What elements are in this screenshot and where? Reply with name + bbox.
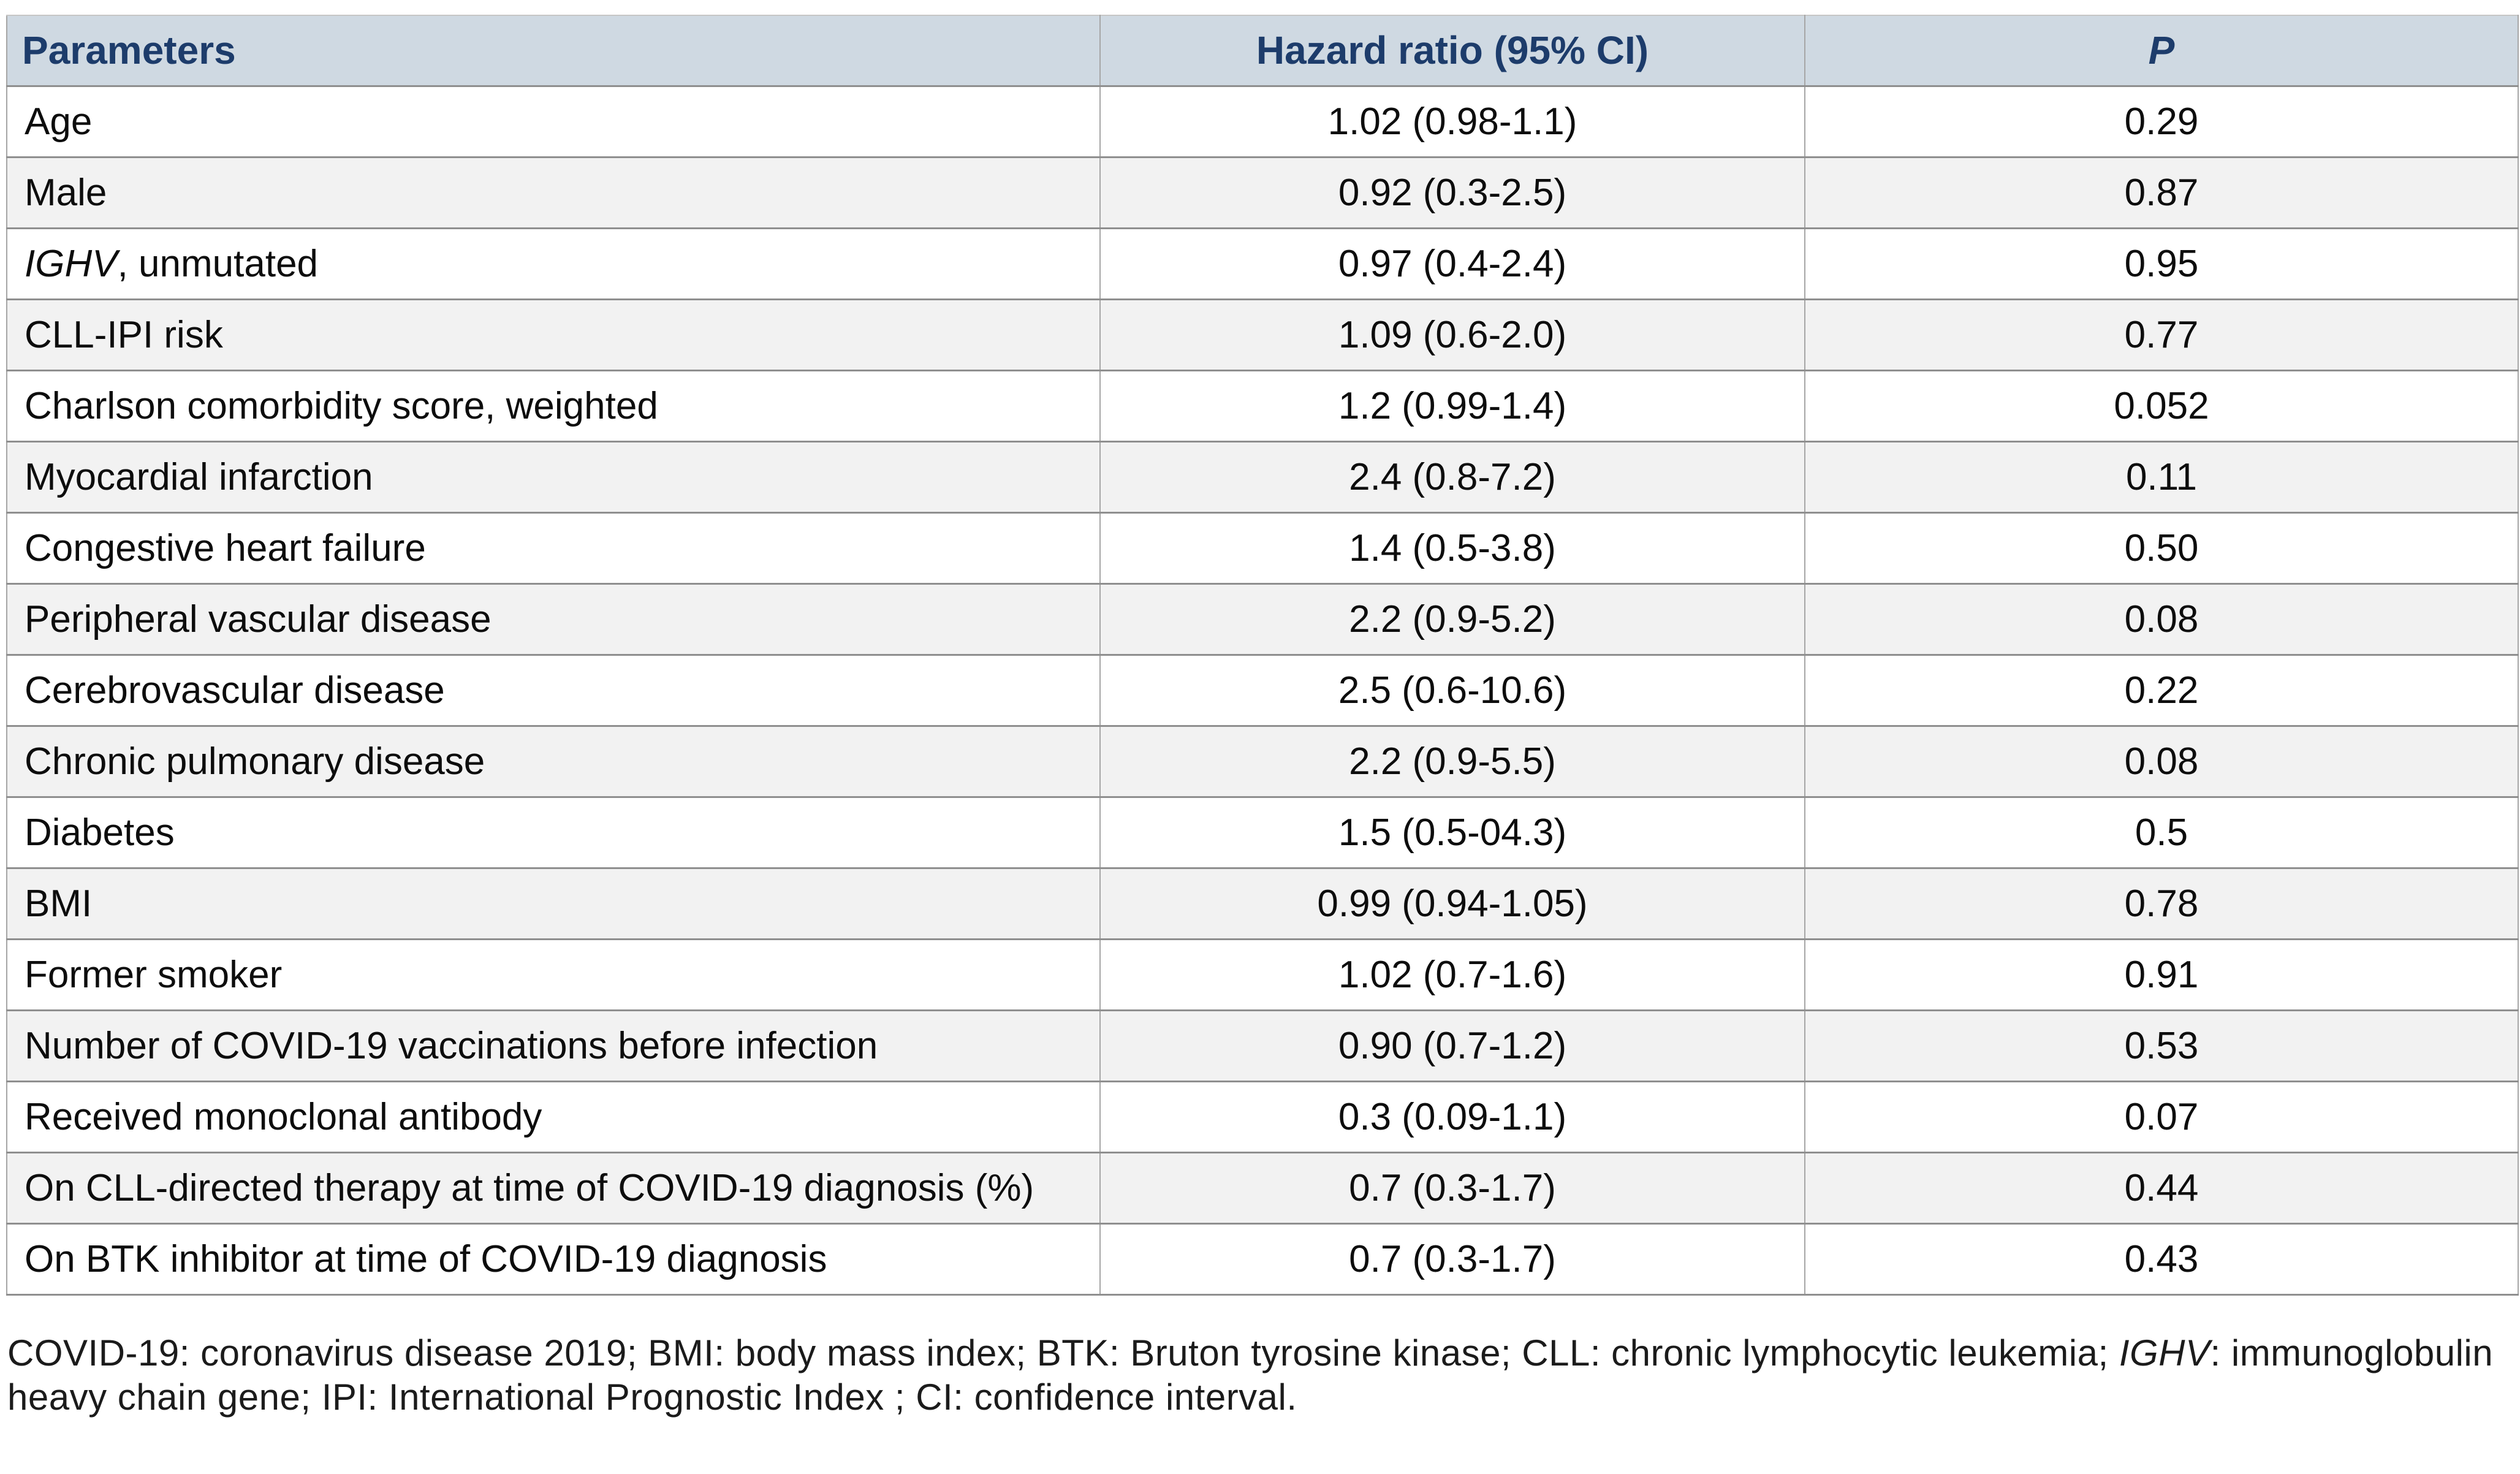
- p-value-cell: 0.29: [1805, 86, 2518, 158]
- parameter-cell: Chronic pulmonary disease: [7, 726, 1101, 798]
- hazard-ratio-cell: 2.2 (0.9-5.2): [1100, 583, 1805, 656]
- p-value-cell: 0.44: [1805, 1152, 2518, 1225]
- table-row: CLL-IPI risk 1.09 (0.6-2.0) 0.77: [7, 299, 2518, 371]
- hazard-ratio-cell: 1.09 (0.6-2.0): [1100, 299, 1805, 371]
- table-row: Diabetes 1.5 (0.5-04.3) 0.5: [7, 797, 2518, 869]
- parameter-label: Number of COVID-19 vaccinations before i…: [25, 1024, 878, 1067]
- parameter-label: Received monoclonal antibody: [25, 1095, 542, 1138]
- parameter-label: , unmutated: [117, 242, 319, 285]
- parameter-cell: Number of COVID-19 vaccinations before i…: [7, 1010, 1101, 1082]
- table-row: Number of COVID-19 vaccinations before i…: [7, 1010, 2518, 1082]
- p-value-cell: 0.78: [1805, 868, 2518, 940]
- parameter-label: Male: [25, 171, 107, 214]
- hazard-ratio-cell: 0.90 (0.7-1.2): [1100, 1010, 1805, 1082]
- parameter-cell: Received monoclonal antibody: [7, 1081, 1101, 1153]
- parameter-label: Peripheral vascular disease: [25, 598, 491, 640]
- hazard-ratio-cell: 1.4 (0.5-3.8): [1100, 512, 1805, 585]
- hazard-ratio-cell: 2.2 (0.9-5.5): [1100, 726, 1805, 798]
- parameter-cell: Peripheral vascular disease: [7, 583, 1101, 656]
- p-value-cell: 0.22: [1805, 655, 2518, 727]
- hazard-ratio-cell: 0.92 (0.3-2.5): [1100, 157, 1805, 229]
- parameter-label: Charlson comorbidity score, weighted: [25, 384, 658, 427]
- p-value-cell: 0.43: [1805, 1223, 2518, 1296]
- parameter-cell: CLL-IPI risk: [7, 299, 1101, 371]
- parameter-label: Congestive heart failure: [25, 526, 426, 569]
- gene-name-italic: IGHV: [25, 242, 118, 285]
- table-row: Charlson comorbidity score, weighted 1.2 …: [7, 370, 2518, 443]
- table-row: BMI 0.99 (0.94-1.05) 0.78: [7, 868, 2518, 940]
- parameter-cell: Congestive heart failure: [7, 512, 1101, 585]
- hazard-ratio-cell: 2.5 (0.6-10.6): [1100, 655, 1805, 727]
- parameter-cell: Myocardial infarction: [7, 441, 1101, 514]
- p-value-cell: 0.91: [1805, 939, 2518, 1011]
- p-value-cell: 0.08: [1805, 726, 2518, 798]
- p-value-cell: 0.08: [1805, 583, 2518, 656]
- footnote-text-part1: COVID-19: coronavirus disease 2019; BMI:…: [7, 1332, 2119, 1373]
- table-row: Chronic pulmonary disease 2.2 (0.9-5.5) 0.…: [7, 726, 2518, 798]
- table-row: Congestive heart failure 1.4 (0.5-3.8) 0.5…: [7, 512, 2518, 585]
- hazard-ratio-cell: 0.7 (0.3-1.7): [1100, 1152, 1805, 1225]
- parameter-cell: IGHV, unmutated: [7, 228, 1101, 300]
- parameter-label: On BTK inhibitor at time of COVID-19 dia…: [25, 1237, 827, 1280]
- table-row: Male 0.92 (0.3-2.5) 0.87: [7, 157, 2518, 229]
- hazard-ratio-cell: 1.02 (0.98-1.1): [1100, 86, 1805, 158]
- hazard-ratio-cell: 0.3 (0.09-1.1): [1100, 1081, 1805, 1153]
- table-row: Former smoker 1.02 (0.7-1.6) 0.91: [7, 939, 2518, 1011]
- p-value-cell: 0.07: [1805, 1081, 2518, 1153]
- table-row: Cerebrovascular disease 2.5 (0.6-10.6) 0.2…: [7, 655, 2518, 727]
- parameter-cell: Charlson comorbidity score, weighted: [7, 370, 1101, 443]
- p-value-cell: 0.53: [1805, 1010, 2518, 1082]
- p-value-cell: 0.11: [1805, 441, 2518, 514]
- column-header-parameters: Parameters: [7, 15, 1101, 87]
- parameter-label: Cerebrovascular disease: [25, 669, 445, 712]
- parameter-cell: Cerebrovascular disease: [7, 655, 1101, 727]
- p-value-cell: 0.5: [1805, 797, 2518, 869]
- hazard-ratio-cell: 1.5 (0.5-04.3): [1100, 797, 1805, 869]
- footnote-text-part2: : immunoglobulin heavy chain gene; IPI: …: [7, 1332, 2494, 1418]
- hazard-ratio-cell: 0.97 (0.4-2.4): [1100, 228, 1805, 300]
- header-row: Parameters Hazard ratio (95% CI) P: [7, 15, 2518, 87]
- parameter-cell: Age: [7, 86, 1101, 158]
- table-row: On BTK inhibitor at time of COVID-19 dia…: [7, 1223, 2518, 1296]
- p-value-cell: 0.77: [1805, 299, 2518, 371]
- parameter-label: Diabetes: [25, 811, 175, 854]
- parameter-label: Myocardial infarction: [25, 455, 373, 498]
- table-row: IGHV, unmutated 0.97 (0.4-2.4) 0.95: [7, 228, 2518, 300]
- hazard-ratio-cell: 0.7 (0.3-1.7): [1100, 1223, 1805, 1296]
- parameter-cell: Male: [7, 157, 1101, 229]
- table-row: Peripheral vascular disease 2.2 (0.9-5.2)…: [7, 583, 2518, 656]
- parameter-cell: On CLL-directed therapy at time of COVID…: [7, 1152, 1101, 1225]
- parameter-cell: BMI: [7, 868, 1101, 940]
- p-value-cell: 0.052: [1805, 370, 2518, 443]
- hazard-ratio-table: Parameters Hazard ratio (95% CI) P Age 1.…: [6, 15, 2519, 1296]
- column-header-hazard-ratio: Hazard ratio (95% CI): [1100, 15, 1805, 87]
- parameter-cell: On BTK inhibitor at time of COVID-19 dia…: [7, 1223, 1101, 1296]
- hazard-ratio-cell: 1.2 (0.99-1.4): [1100, 370, 1805, 443]
- p-value-cell: 0.87: [1805, 157, 2518, 229]
- parameter-label: Chronic pulmonary disease: [25, 740, 485, 783]
- table-row: Myocardial infarction 2.4 (0.8-7.2) 0.11: [7, 441, 2518, 514]
- p-value-cell: 0.95: [1805, 228, 2518, 300]
- parameter-label: BMI: [25, 882, 93, 925]
- p-value-cell: 0.50: [1805, 512, 2518, 585]
- table-row: Received monoclonal antibody 0.3 (0.09-1.…: [7, 1081, 2518, 1153]
- column-header-p-value: P: [1805, 15, 2518, 87]
- parameter-label: Age: [25, 100, 93, 143]
- abbreviations-footnote: COVID-19: coronavirus disease 2019; BMI:…: [7, 1331, 2511, 1419]
- hazard-ratio-cell: 0.99 (0.94-1.05): [1100, 868, 1805, 940]
- parameter-label: CLL-IPI risk: [25, 313, 223, 356]
- parameter-label: On CLL-directed therapy at time of COVID…: [25, 1166, 1034, 1209]
- hazard-ratio-cell: 2.4 (0.8-7.2): [1100, 441, 1805, 514]
- parameter-cell: Former smoker: [7, 939, 1101, 1011]
- parameter-label: Former smoker: [25, 953, 283, 996]
- table-row: On CLL-directed therapy at time of COVID…: [7, 1152, 2518, 1225]
- hazard-ratio-cell: 1.02 (0.7-1.6): [1100, 939, 1805, 1011]
- footnote-gene-italic: IGHV: [2119, 1332, 2211, 1373]
- table-row: Age 1.02 (0.98-1.1) 0.29: [7, 86, 2518, 158]
- parameter-cell: Diabetes: [7, 797, 1101, 869]
